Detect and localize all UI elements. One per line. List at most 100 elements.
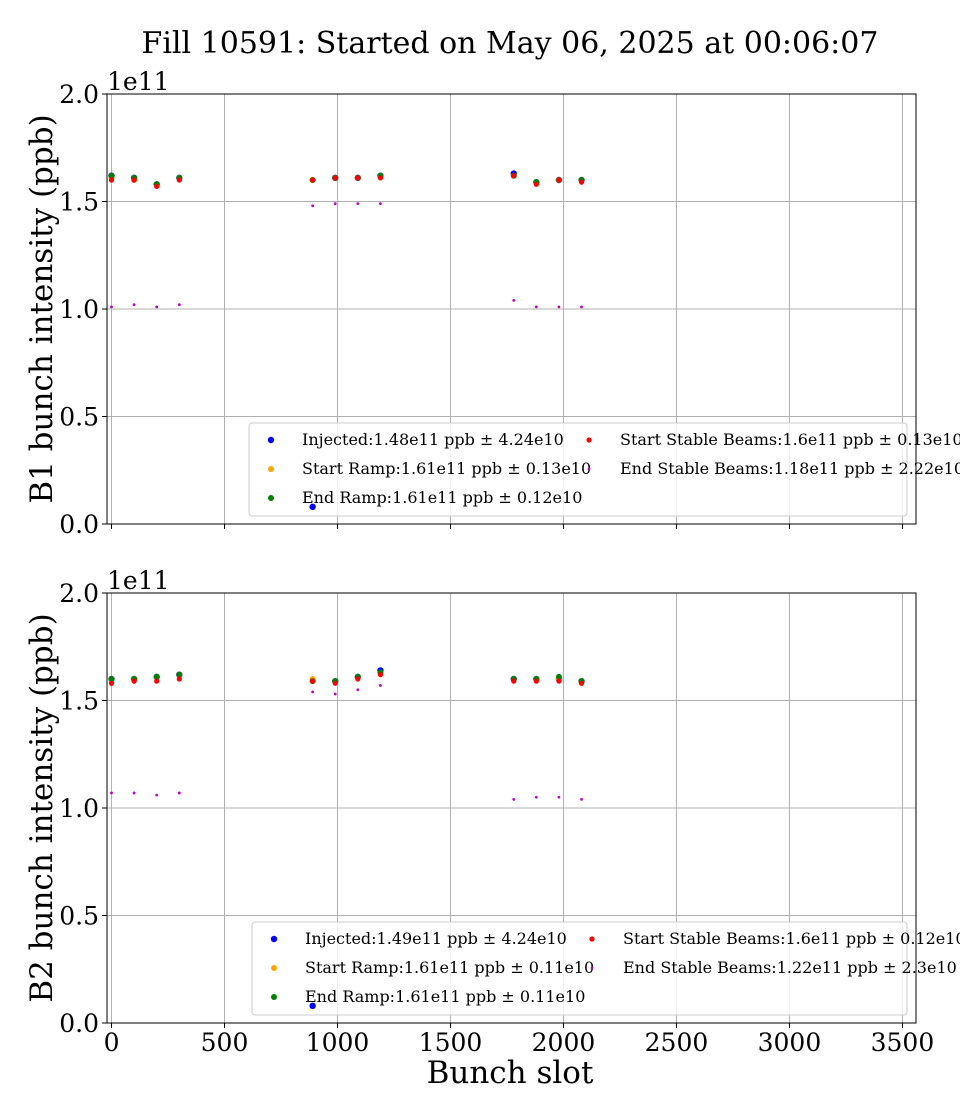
data-point [377,672,384,678]
data-point [511,173,517,179]
legend-label: End Stable Beams:1.18e11 ppb ± 2.22e10 [620,459,960,478]
data-point [153,673,160,680]
panel-b1: 0.0 0.5 1.0 1.5 2.0 1e11 B1 bunch intensity (p… [24,67,960,539]
y-tick-label: 0.0 [59,1009,99,1038]
data-point [310,678,316,684]
data-point [110,791,113,795]
y-scale-label: 1e11 [107,67,170,96]
data-point [578,179,585,185]
legend-label: Start Ramp:1.61e11 ppb ± 0.11e10 [305,958,594,977]
data-point [557,305,561,309]
x-tick-label: 3000 [758,1028,822,1057]
data-point [310,177,316,183]
data-point [556,678,562,684]
data-point [132,791,136,795]
data-point [132,303,136,307]
data-point [555,673,562,680]
legend-frame [251,921,908,1016]
data-point [176,177,182,183]
y-tick-label: 1.0 [59,794,99,823]
x-tick-label: 2000 [532,1028,596,1057]
y-scale-label: 1e11 [107,566,170,595]
y-tick-label: 2.0 [59,80,99,109]
data-point [154,678,160,684]
data-point [356,202,360,206]
data-point [131,678,137,684]
x-tick-label: 0 [104,1028,120,1057]
data-point [379,684,382,687]
data-point [311,204,315,208]
legend-marker [268,495,274,501]
data-point [108,177,115,183]
y-tick-label: 1.0 [59,295,99,324]
data-point [154,183,160,190]
data-point [511,678,517,684]
y-axis-label: B2 bunch intensity (ppb) [24,613,60,1002]
legend-label: End Ramp:1.61e11 ppb ± 0.12e10 [302,488,582,507]
x-tick-label: 3500 [871,1028,935,1057]
data-point [177,303,181,307]
data-point [155,793,159,797]
legend-label: Start Stable Beams:1.6e11 ppb ± 0.12e10 [623,929,960,948]
legend-label: Injected:1.49e11 ppb ± 4.24e10 [305,929,567,948]
legend: Injected:1.48e11 ppb ± 4.24e10 Start Ramp… [248,422,960,517]
x-tick-label: 1500 [419,1028,483,1057]
legend-marker [586,437,592,443]
data-point [533,678,539,684]
data-point [108,680,115,686]
data-point [177,791,181,795]
legend-marker [590,966,594,970]
data-point [580,305,583,309]
data-point [534,795,538,799]
x-axis-label: Bunch slot [427,1055,594,1091]
data-point [355,175,361,181]
y-tick-label: 1.5 [59,687,99,716]
data-point [309,503,316,510]
data-point [580,798,583,801]
x-tick-label: 2500 [645,1028,709,1057]
x-tick-label: 1000 [306,1028,370,1057]
data-point [578,680,585,686]
data-point [333,202,337,206]
legend-marker [270,935,278,943]
legend-label: Start Ramp:1.61e11 ppb ± 0.13e10 [302,459,591,478]
data-point [176,676,182,682]
data-point [556,177,562,183]
data-point [332,680,338,686]
data-point [309,1002,316,1009]
panel-b2: 0 500 1000 1500 2000 2500 3000 3500 0.0 0.5 1.0 1.5… [24,566,960,1057]
legend: Injected:1.49e11 ppb ± 4.24e10 Start Ramp… [251,921,960,1016]
legend-marker [271,965,277,971]
legend-label: End Stable Beams:1.22e11 ppb ± 2.3e10 [623,958,957,977]
y-tick-label: 0.5 [59,403,99,432]
legend-marker [267,436,275,444]
series-start-stable-beams [108,173,585,190]
y-tick-label: 2.0 [59,579,99,608]
data-point [131,177,137,183]
y-tick-label: 0.0 [59,510,99,539]
data-point [534,305,538,309]
series-start-stable-beams [108,672,585,686]
data-point [332,175,338,181]
y-tick-label: 0.5 [59,902,99,931]
legend-marker [589,936,595,942]
legend-marker [268,466,274,472]
data-point [557,795,561,799]
chart-title: Fill 10591: Started on May 06, 2025 at 0… [142,26,879,61]
data-point [379,202,382,206]
data-point [108,676,115,682]
legend-frame [248,422,908,517]
data-point [533,181,539,187]
legend-marker [271,994,277,1000]
data-point [512,798,516,801]
data-point [512,299,516,302]
data-point [155,305,159,309]
data-point [176,671,183,678]
data-point [311,690,315,694]
data-point [355,676,361,682]
legend-label: Start Stable Beams:1.6e11 ppb ± 0.13e10 [620,430,960,449]
series-end-stable-beams [110,684,583,801]
data-point [333,692,337,696]
x-tick-label: 500 [201,1028,249,1057]
